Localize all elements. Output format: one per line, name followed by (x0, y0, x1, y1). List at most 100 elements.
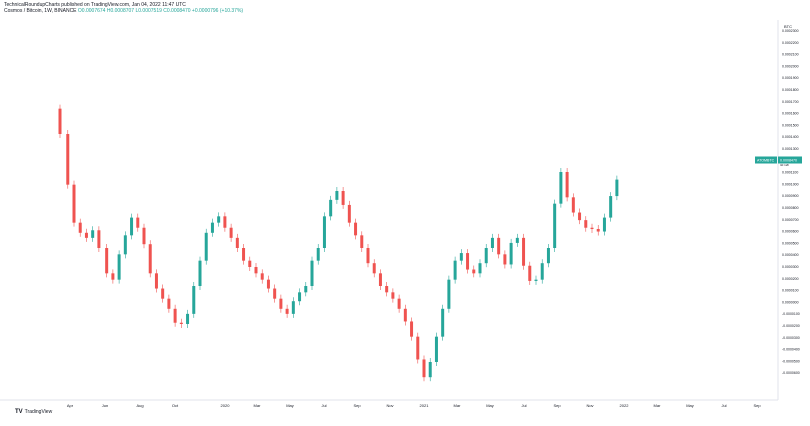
candle-body (229, 227, 233, 238)
candle-body (192, 286, 196, 314)
candle-body (434, 336, 438, 362)
time-axis: Apr Jun Aug Oct 2020 Mar May Jul Sep Nov 2021 Mar Ma… (67, 403, 761, 408)
candle-body (540, 263, 544, 280)
candle-body (142, 227, 146, 245)
candle-body (528, 265, 532, 281)
candle-body (553, 203, 557, 248)
candle-body (298, 292, 302, 302)
y-tick-label: 0.0000900 (782, 194, 799, 198)
candle-body (136, 217, 140, 228)
candle-body (534, 279, 538, 281)
candles (58, 104, 619, 382)
x-tick-label: Jul (521, 403, 526, 408)
y-tick-label: 0.0000800 (782, 206, 799, 210)
y-tick-label: 0.0002000 (782, 64, 799, 68)
symbol-name: Cosmos / Bitcoin, 1W, BINANCE (4, 8, 77, 14)
candle-body (173, 308, 177, 323)
candle-body (360, 235, 364, 248)
candle-body (584, 220, 588, 228)
candle-body (571, 197, 575, 213)
candle-body (58, 108, 62, 134)
candle-body (484, 248, 488, 264)
candle-body (422, 359, 426, 378)
candle-body (410, 321, 414, 337)
y-tick-label: -0.0000400 (782, 348, 800, 352)
tradingview-footer: TV TradingView (15, 409, 52, 415)
candle-body (285, 308, 289, 314)
candle-body (72, 184, 76, 223)
x-tick-label: Nov (586, 403, 593, 408)
x-tick-label: Mar (254, 403, 262, 408)
y-tick-label: -0.0000100 (782, 312, 800, 316)
candle-body (78, 222, 82, 233)
candle-body (416, 336, 420, 360)
candle-body (210, 222, 214, 233)
y-tick-label: 0.0000300 (782, 265, 799, 269)
candle-body (279, 298, 283, 309)
ohlc-values: O0.0007674 H0.0008707 L0.0007519 C0.0008… (77, 8, 244, 14)
candle-body (503, 254, 507, 265)
y-tick-label: 0.0001600 (782, 112, 799, 116)
ticker-tag-bg (755, 156, 777, 164)
candle-body (316, 248, 320, 261)
candle-body (91, 230, 95, 238)
x-tick-label: Apr (67, 403, 74, 408)
candle-body (522, 237, 526, 266)
ticker-tag: ATOMBTC (757, 158, 775, 162)
candle-body (204, 232, 208, 261)
candle-body (609, 196, 613, 218)
candle-body (66, 134, 70, 185)
x-tick-label: 2021 (420, 403, 430, 408)
candle-body (217, 216, 221, 223)
y-tick-label: 0.0000700 (782, 218, 799, 222)
candle-body (403, 308, 407, 322)
publish-line: TechnicalRoundupCharts published on Trad… (4, 2, 186, 8)
candle-body (596, 229, 600, 232)
candle-body (459, 253, 463, 261)
y-tick-label: 0.0000400 (782, 253, 799, 257)
y-tick-label: 0.0001400 (782, 135, 799, 139)
candle-body (84, 232, 88, 238)
candle-body (497, 237, 501, 255)
candle-body (266, 279, 270, 289)
y-tick-label: -0.0000300 (782, 336, 800, 340)
candle-body (578, 212, 582, 221)
chart-header: TechnicalRoundupCharts published on Trad… (4, 2, 243, 14)
candle-body (565, 172, 569, 198)
candle-body (186, 313, 190, 324)
candle-body (179, 322, 183, 324)
x-tick-label: Jul (721, 403, 726, 408)
candle-body (117, 254, 121, 280)
y-tick-label: 0.0001000 (782, 182, 799, 186)
candle-body (248, 260, 252, 267)
candle-body (148, 244, 152, 274)
y-tick-label: 0.0001500 (782, 123, 799, 127)
x-tick-label: Mar (654, 403, 662, 408)
y-tick-label: 0.0000600 (782, 230, 799, 234)
candle-body (105, 248, 109, 274)
candle-body (167, 298, 171, 309)
candle-body (441, 308, 445, 337)
y-tick-label: -0.0000500 (782, 359, 800, 363)
x-tick-label: May (286, 403, 294, 408)
x-tick-label: 2020 (221, 403, 231, 408)
x-tick-label: Jul (321, 403, 326, 408)
x-tick-label: Oct (172, 403, 179, 408)
candle-body (161, 288, 165, 299)
candle-body (304, 286, 308, 293)
y-tick-label: 0.0001700 (782, 100, 799, 104)
x-tick-label: Jun (102, 403, 108, 408)
y-tick-label: 0.0001300 (782, 147, 799, 151)
candle-body (546, 248, 550, 264)
candle-body (310, 260, 314, 286)
candle-body (97, 230, 101, 248)
candle-body (515, 237, 519, 243)
candle-body (354, 222, 358, 236)
x-tick-label: Sep (753, 403, 761, 408)
candle-body (559, 172, 563, 204)
candle-body (509, 242, 513, 265)
y-tick-label: 0.0001900 (782, 76, 799, 80)
